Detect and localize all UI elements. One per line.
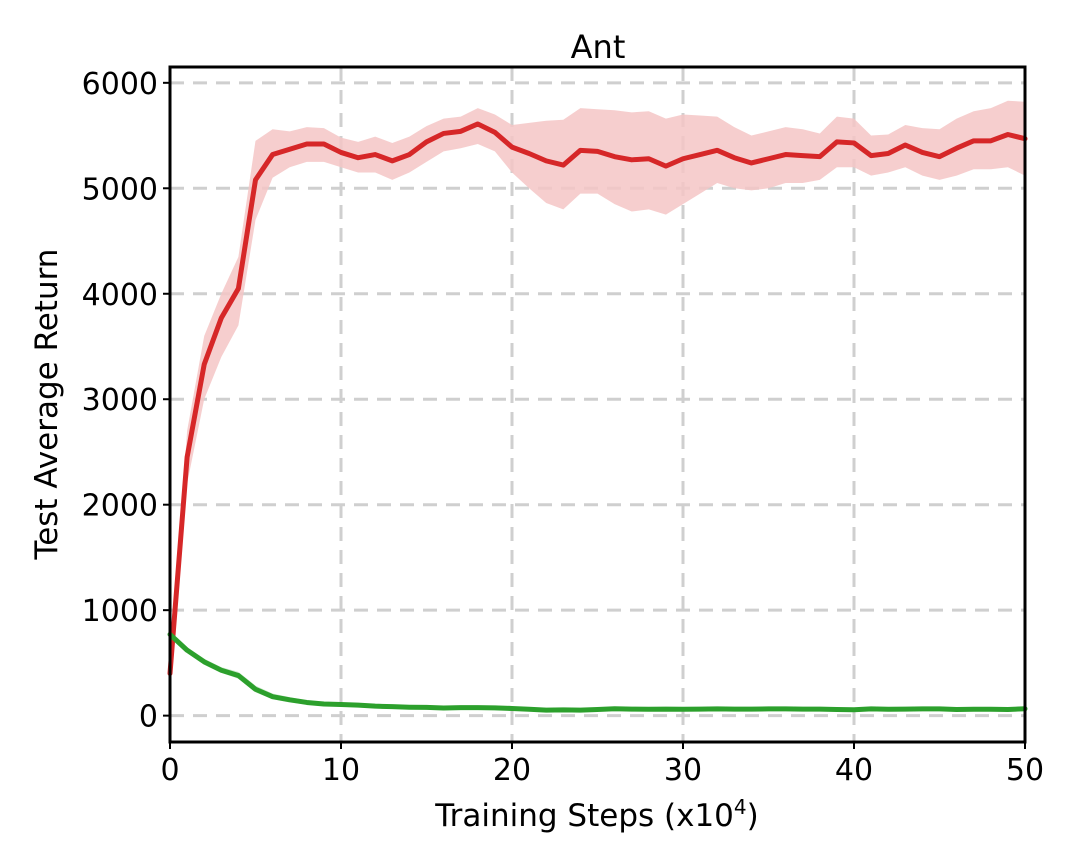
x-tick-label: 40 <box>835 753 873 788</box>
x-axis-label-exponent: 4 <box>734 795 747 819</box>
x-tick-label: 10 <box>322 753 360 788</box>
y-axis-ticks: 0 1000 2000 3000 4000 5000 6000 <box>82 67 170 735</box>
x-tick-label: 30 <box>664 753 702 788</box>
y-tick-label: 5000 <box>82 172 158 207</box>
y-tick-label: 0 <box>139 700 158 735</box>
x-axis-label: Training Steps (x104) <box>434 795 759 834</box>
chart-title: Ant <box>571 28 626 66</box>
y-tick-label: 2000 <box>82 489 158 524</box>
series-0-line <box>167 121 1028 676</box>
x-axis-ticks: 0 10 20 30 40 50 <box>160 742 1044 788</box>
x-tick-label: 20 <box>493 753 531 788</box>
series-0-band <box>170 100 1025 674</box>
series-1-line <box>167 631 1028 713</box>
y-axis-label: Test Average Return <box>29 249 65 561</box>
plot-frame <box>168 65 1027 744</box>
y-tick-label: 4000 <box>82 278 158 313</box>
x-tick-label: 50 <box>1006 753 1044 788</box>
y-tick-label: 6000 <box>82 67 158 102</box>
series-lines <box>167 121 1028 713</box>
x-axis-label-end: ) <box>747 798 759 834</box>
x-axis-label-main: Training Steps (x10 <box>434 798 734 834</box>
confidence-bands <box>170 100 1025 713</box>
x-tick-label: 0 <box>160 753 179 788</box>
y-tick-label: 1000 <box>82 594 158 629</box>
y-tick-label: 3000 <box>82 383 158 418</box>
